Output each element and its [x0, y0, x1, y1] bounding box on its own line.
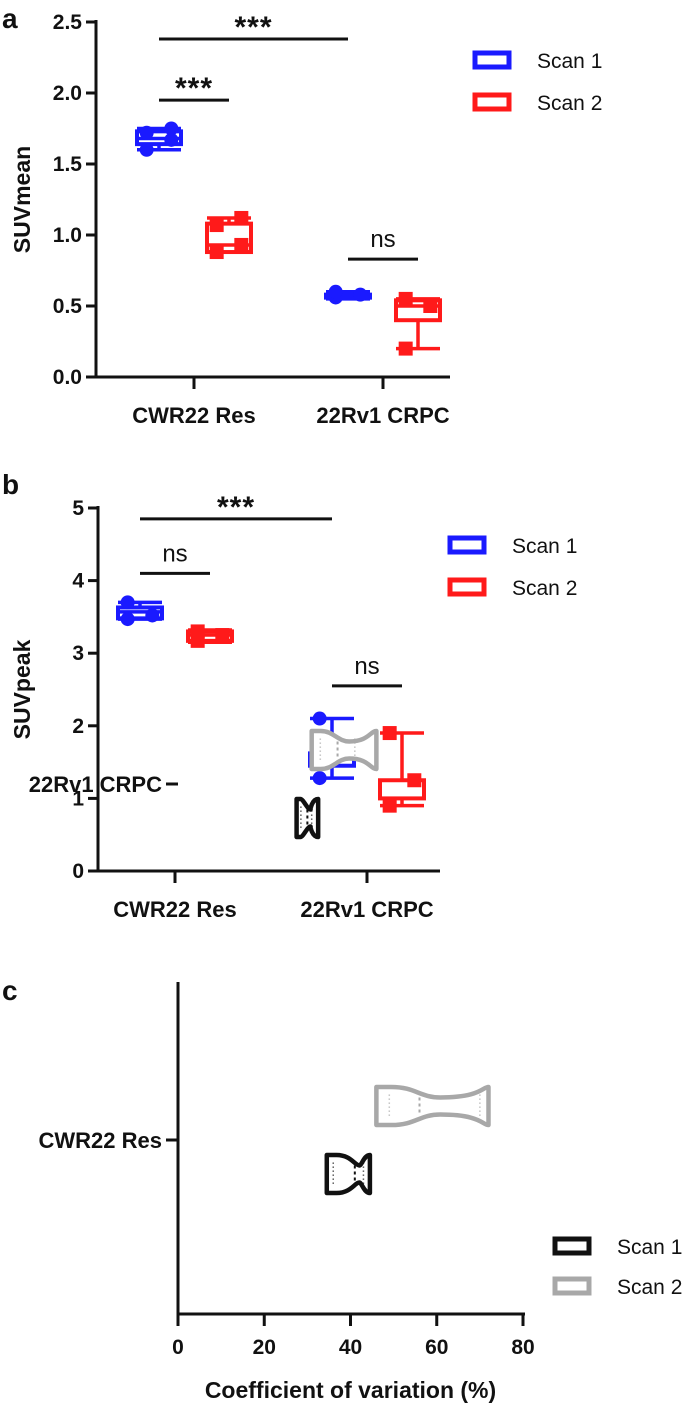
data-point	[139, 142, 154, 157]
data-point	[328, 284, 343, 299]
data-point	[312, 711, 327, 726]
data-point	[139, 125, 154, 140]
significance-label: ns	[370, 226, 395, 253]
legend-label: Scan 2	[617, 1276, 682, 1299]
panel-b: b 0 1 2 3 4 5 SUVpeak CWR22 Res 22Rv1 CRPC ns *** n…	[2, 469, 577, 922]
panel-c-letter: c	[2, 975, 18, 1006]
y-tick-label: 1.0	[53, 224, 82, 247]
violin	[374, 1084, 491, 1128]
category-label: 22Rv1 CRPC	[29, 772, 162, 797]
y-tick-label: 1	[72, 787, 84, 810]
data-point	[398, 291, 413, 306]
data-point	[164, 132, 179, 147]
legend-swatch	[447, 535, 487, 555]
legend-label: Scan 2	[537, 92, 602, 115]
legend-swatch	[447, 577, 487, 597]
legend-swatch	[472, 92, 512, 112]
data-point	[423, 299, 438, 313]
data-point	[120, 612, 135, 627]
data-point	[398, 341, 413, 356]
category-label: CWR22 Res	[132, 403, 255, 428]
category-label: 22Rv1 CRPC	[316, 403, 449, 428]
data-point	[164, 121, 179, 136]
y-tick-label: 2.0	[53, 82, 82, 105]
data-point	[407, 773, 422, 788]
legend-swatch	[472, 50, 512, 70]
x-tick-label: 0	[172, 1336, 184, 1359]
violin	[309, 728, 379, 772]
legend-swatch	[552, 1236, 592, 1256]
x-tick-label: 60	[425, 1336, 448, 1359]
panel-b-letter: b	[2, 469, 19, 500]
y-axis-title: SUVmean	[9, 146, 35, 253]
data-point	[145, 608, 160, 623]
data-point	[382, 798, 397, 813]
significance-label: ***	[217, 491, 255, 524]
data-point	[234, 210, 249, 225]
significance-label: ns	[354, 653, 379, 680]
y-tick-label: 2	[72, 715, 84, 738]
x-axis-title: Coefficient of variation (%)	[205, 1377, 496, 1403]
y-tick-label: 0.0	[53, 366, 82, 389]
data-point	[190, 624, 205, 639]
category-label: CWR22 Res	[39, 1128, 162, 1153]
category-label: CWR22 Res	[113, 897, 236, 922]
y-axis-title: SUVpeak	[9, 639, 35, 739]
data-point	[209, 218, 224, 233]
y-tick-label: 3	[72, 642, 84, 665]
panel-c: c 0 20 40 60 80 Coefficient of variation (%) 2…	[2, 728, 682, 1403]
legend-label: Scan 1	[617, 1236, 682, 1259]
y-tick-label: 0	[72, 860, 84, 883]
y-tick-label: 5	[72, 497, 84, 520]
category-label: 22Rv1 CRPC	[300, 897, 433, 922]
legend-label: Scan 1	[537, 50, 602, 73]
data-point	[234, 237, 249, 252]
significance-label: ***	[175, 72, 213, 105]
data-point	[312, 771, 327, 786]
y-tick-label: 2.5	[53, 11, 83, 34]
y-tick-label: 0.5	[53, 295, 83, 318]
legend-label: Scan 2	[512, 577, 577, 600]
data-point	[215, 628, 230, 643]
x-tick-label: 20	[253, 1336, 276, 1359]
data-point	[353, 287, 368, 302]
significance-label: ***	[234, 11, 272, 44]
data-point	[120, 595, 135, 610]
legend-label: Scan 1	[512, 535, 577, 558]
panel-a-letter: a	[2, 3, 18, 34]
legend-swatch	[552, 1276, 592, 1296]
y-tick-label: 4	[72, 570, 84, 593]
data-point	[209, 245, 224, 260]
x-tick-label: 80	[511, 1336, 534, 1359]
significance-label: ns	[162, 540, 187, 567]
data-point	[382, 726, 397, 741]
x-tick-label: 40	[339, 1336, 362, 1359]
y-tick-label: 1.5	[53, 153, 83, 176]
violin	[324, 1152, 373, 1196]
panel-a: a 0.0 0.5 1.0 1.5 2.0 2.5 SUVmean CWR22 Res 22Rv…	[2, 3, 602, 428]
